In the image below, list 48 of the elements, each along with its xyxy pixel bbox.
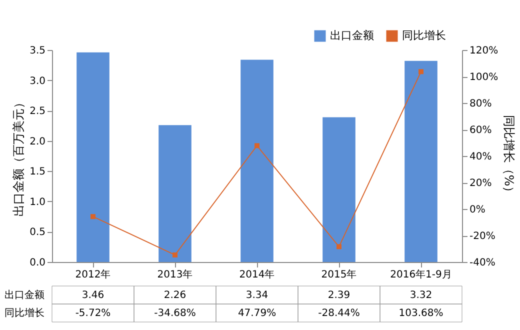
point bbox=[90, 214, 96, 220]
x-tick-label: 2012年 bbox=[75, 268, 111, 280]
y-tick-label: 2.5 bbox=[30, 106, 46, 118]
y-tick-label: 0.0 bbox=[30, 258, 46, 268]
bar bbox=[404, 60, 438, 262]
data-label: -5.72% bbox=[75, 308, 111, 319]
y-tick-label: 2.0 bbox=[30, 136, 46, 148]
y2-tick-label: -20% bbox=[470, 231, 496, 242]
point bbox=[254, 143, 260, 148]
x-tick-label: 2015年 bbox=[321, 268, 357, 280]
legend-label: 出口金额 bbox=[330, 29, 374, 42]
bar bbox=[76, 52, 110, 262]
y2-tick-label: 80% bbox=[470, 98, 492, 110]
data-label: 47.79% bbox=[238, 308, 276, 319]
y2-tick-label: 20% bbox=[470, 178, 492, 189]
bar bbox=[240, 60, 274, 262]
point bbox=[336, 244, 342, 250]
x-tick-label: 2013年 bbox=[157, 268, 193, 280]
x-tick-label: 2016年1-9月 bbox=[390, 268, 452, 280]
data-label: 2.39 bbox=[328, 290, 350, 301]
y-axis-title: 出口金额（百万美元） bbox=[12, 96, 26, 216]
data-label: 103.68% bbox=[398, 308, 444, 319]
y-tick-label: 1.0 bbox=[30, 196, 46, 208]
y2-axis-title: 同比增长（%） bbox=[502, 114, 516, 198]
y-tick-label: 3.5 bbox=[30, 46, 46, 56]
data-label: 3.34 bbox=[246, 290, 268, 301]
data-label: 2.26 bbox=[164, 290, 186, 301]
point bbox=[172, 252, 178, 258]
x-tick-label: 2014年 bbox=[239, 268, 275, 280]
y2-tick-label: 120% bbox=[470, 46, 498, 56]
text: 出口金额 bbox=[4, 290, 44, 301]
y2-tick-label: 100% bbox=[470, 72, 498, 83]
bar bbox=[322, 117, 356, 262]
bar bbox=[158, 125, 192, 262]
y-tick-label: 0.5 bbox=[30, 227, 46, 238]
y-tick-label: 3.0 bbox=[30, 76, 46, 87]
point bbox=[418, 69, 424, 74]
y-tick-label: 1.5 bbox=[30, 166, 46, 178]
y2-tick-label: 40% bbox=[470, 152, 492, 162]
y2-tick-label: -40% bbox=[470, 258, 496, 268]
data-label: -34.68% bbox=[154, 308, 196, 319]
data-label: 3.46 bbox=[82, 290, 104, 301]
data-label: -28.44% bbox=[318, 308, 360, 319]
text: 同比增长 bbox=[4, 308, 44, 319]
data-label: 3.32 bbox=[410, 290, 432, 301]
y2-tick-label: 60% bbox=[470, 125, 492, 136]
legend-label: 同比增长 bbox=[402, 29, 446, 42]
y2-tick-label: 0% bbox=[470, 204, 486, 216]
